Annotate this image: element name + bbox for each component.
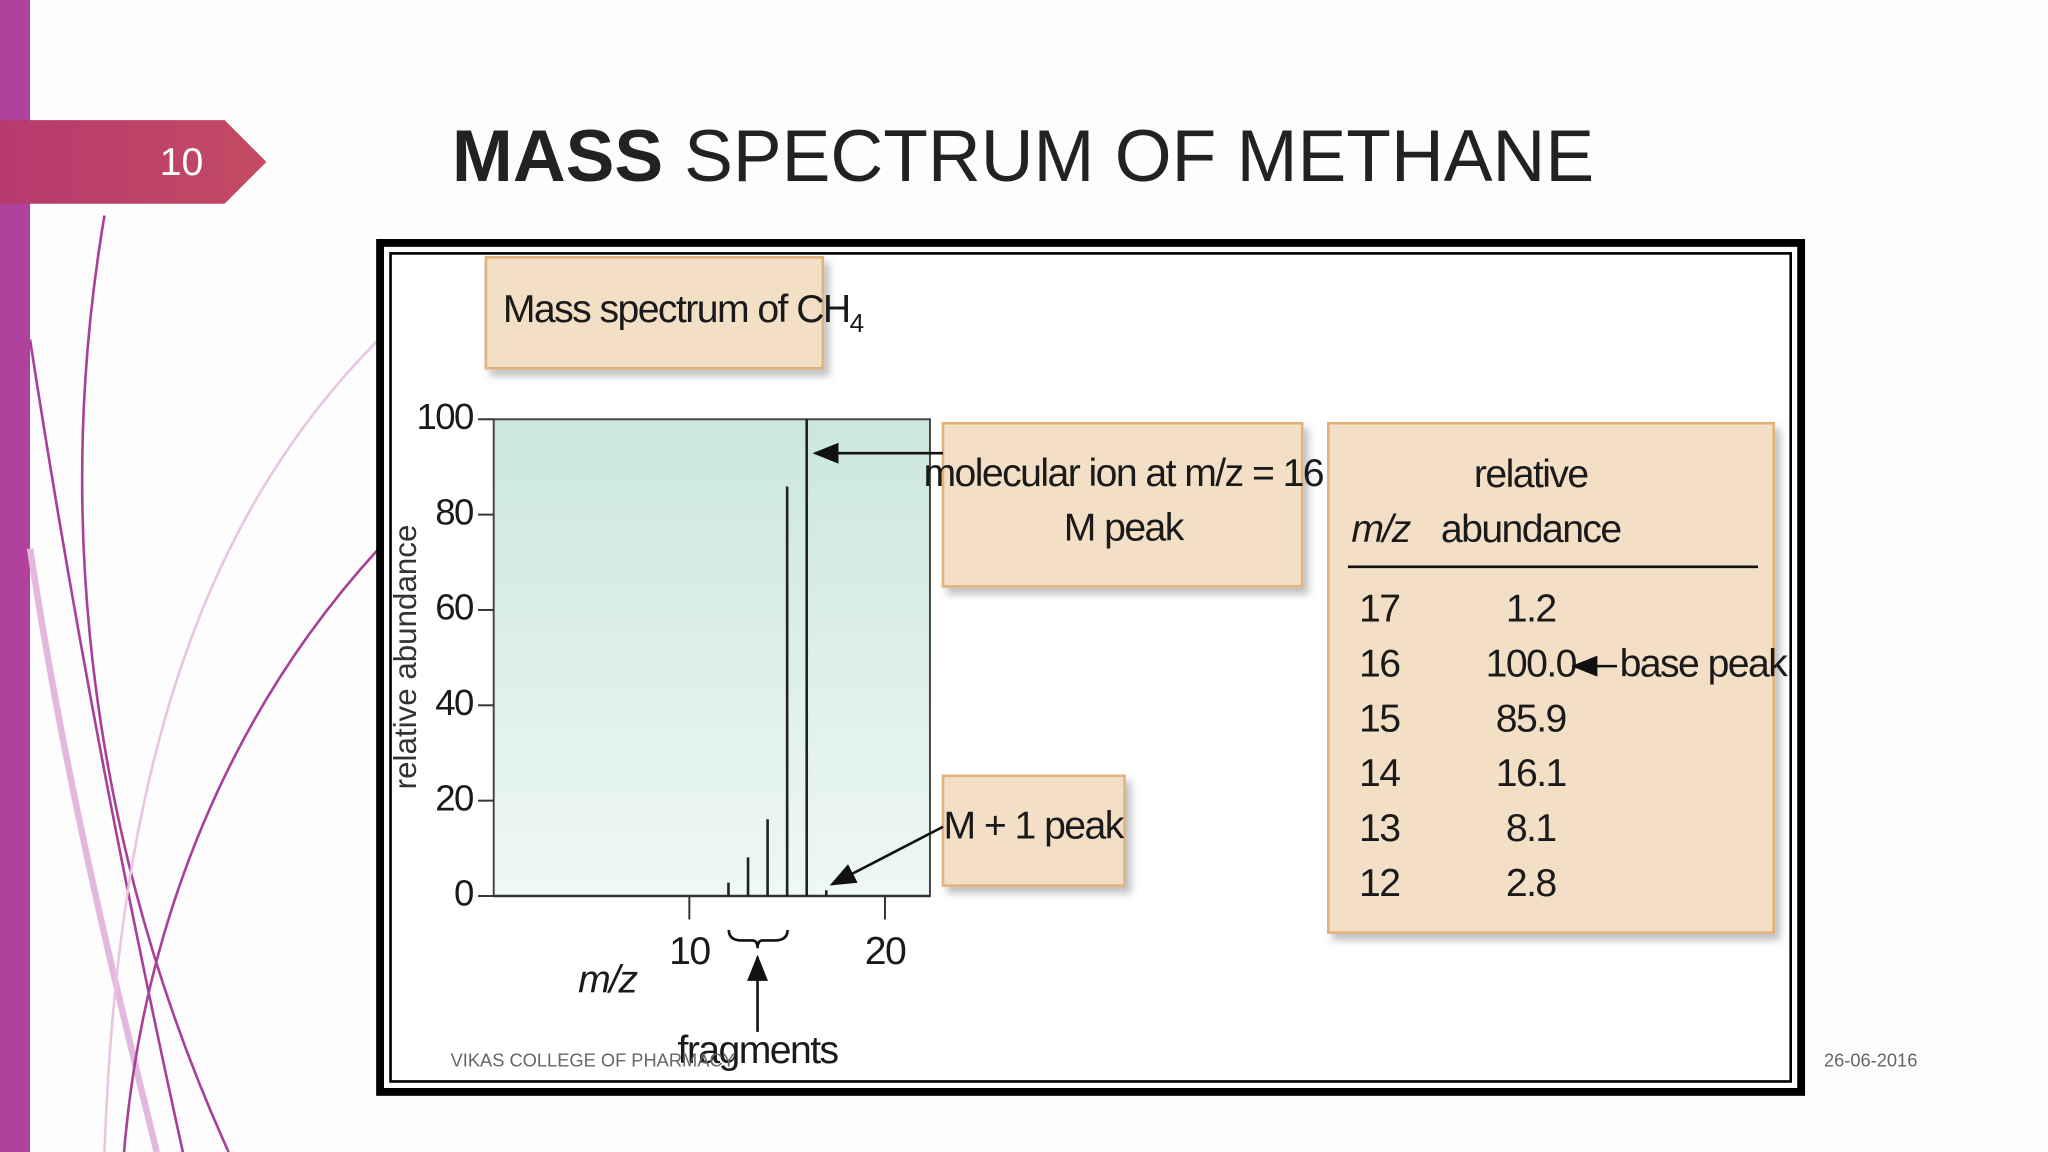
table-value: 85.9 — [1496, 697, 1566, 740]
table-value: 100.0 — [1486, 642, 1577, 685]
m-peak-label: M peak — [1064, 507, 1185, 550]
table-mz: 12 — [1359, 862, 1399, 905]
y-tick-label: 60 — [435, 587, 473, 628]
x-tick-label: 20 — [865, 930, 906, 973]
table-value: 1.2 — [1506, 588, 1556, 631]
plot-area — [492, 418, 931, 897]
table-value: 16.1 — [1496, 752, 1566, 795]
y-tick-label: 40 — [435, 682, 473, 723]
chart-title-box — [484, 256, 825, 370]
table-mz: 16 — [1359, 642, 1400, 685]
fragments-brace — [727, 929, 789, 949]
y-axis-label: relative abundance — [388, 525, 423, 790]
y-tick-label: 100 — [417, 396, 474, 437]
molecular-ion-box — [941, 421, 1304, 588]
m-plus-1-arrow — [829, 825, 944, 886]
molecular-ion-label: molecular ion at m/z = 16 — [923, 452, 1323, 495]
m-plus-1-label: M + 1 peak — [944, 804, 1125, 847]
abundance-table — [1327, 421, 1776, 934]
y-tick-label: 20 — [435, 777, 473, 818]
table-value: 2.8 — [1506, 862, 1557, 905]
decor-curves — [26, 215, 380, 1152]
slide-title: MASS SPECTRUM OF METHANE — [452, 116, 1594, 197]
x-axis-label: m/z — [578, 959, 638, 1002]
m-plus-1-box — [941, 774, 1126, 887]
table-header: relative — [1474, 453, 1589, 496]
table-mz: 13 — [1359, 807, 1400, 850]
title-bold: MASS — [452, 116, 663, 197]
base-peak-label: base peak — [1620, 642, 1789, 685]
table-mz: 14 — [1359, 752, 1400, 795]
chart-title-text: Mass spectrum of CH — [503, 289, 850, 332]
footer: VIKAS COLLEGE OF PHARMACY — [451, 1050, 735, 1071]
y-tick-label: 0 — [454, 873, 473, 914]
date: 26-06-2016 — [1824, 1050, 1917, 1071]
fragments-label: fragments — [678, 1029, 839, 1072]
table-mz: 15 — [1359, 697, 1400, 740]
page-number-tab — [0, 120, 267, 204]
y-tick-label: 80 — [435, 491, 473, 532]
chart-title: Mass spectrum of CH4 — [503, 289, 864, 339]
table-mz: 17 — [1359, 588, 1399, 631]
table-header: abundance — [1441, 508, 1622, 551]
table-header: m/z — [1351, 508, 1411, 551]
page-number: 10 — [160, 141, 204, 184]
table-value: 8.1 — [1506, 807, 1556, 850]
x-tick-label: 10 — [669, 930, 710, 973]
title-rest: SPECTRUM OF METHANE — [684, 116, 1594, 197]
chart-title-subscript: 4 — [850, 308, 864, 338]
